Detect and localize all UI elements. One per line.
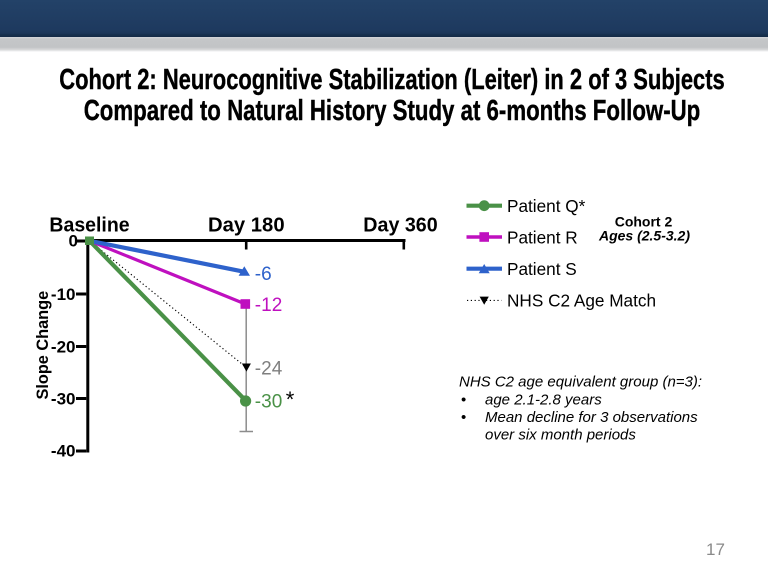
svg-text:-6: -6 (255, 264, 272, 285)
svg-text:over six month periods: over six month periods (485, 426, 636, 443)
svg-text:0: 0 (69, 231, 78, 250)
svg-text:Patient R: Patient R (507, 227, 578, 247)
svg-text:17: 17 (706, 540, 725, 559)
svg-text:-20: -20 (51, 337, 76, 356)
svg-text:Slope Change: Slope Change (34, 291, 52, 400)
svg-text:-30: -30 (255, 392, 282, 413)
svg-text:Patient Q*: Patient Q* (507, 196, 586, 216)
svg-text:-10: -10 (51, 285, 76, 304)
svg-text:-40: -40 (51, 442, 76, 461)
svg-text:Mean decline for 3 observation: Mean decline for 3 observations (485, 409, 698, 426)
svg-text:NHS C2 age equivalent group (n: NHS C2 age equivalent group (n=3): (459, 373, 702, 390)
svg-text:Baseline: Baseline (49, 215, 129, 237)
svg-text:-30: -30 (51, 389, 76, 408)
svg-text:Compared to Natural History St: Compared to Natural History Study at 6-m… (84, 95, 701, 127)
svg-text:•: • (461, 409, 466, 426)
svg-text:•: • (461, 392, 466, 409)
svg-text:Day 180: Day 180 (208, 215, 285, 237)
svg-text:Cohort 2: Cohort 2 (615, 214, 673, 230)
svg-text:Ages (2.5-3.2): Ages (2.5-3.2) (598, 228, 690, 244)
svg-text:age 2.1-2.8 years: age 2.1-2.8 years (485, 392, 602, 409)
svg-text:-24: -24 (255, 359, 283, 380)
svg-text:-12: -12 (255, 295, 282, 316)
svg-text:Cohort 2: Neurocognitive Stabi: Cohort 2: Neurocognitive Stabilization (… (59, 64, 725, 96)
svg-text:NHS C2 Age Match: NHS C2 Age Match (507, 291, 656, 311)
svg-text:Patient S: Patient S (507, 259, 577, 279)
svg-text:Day 360: Day 360 (363, 215, 437, 237)
svg-text:*: * (286, 387, 295, 412)
